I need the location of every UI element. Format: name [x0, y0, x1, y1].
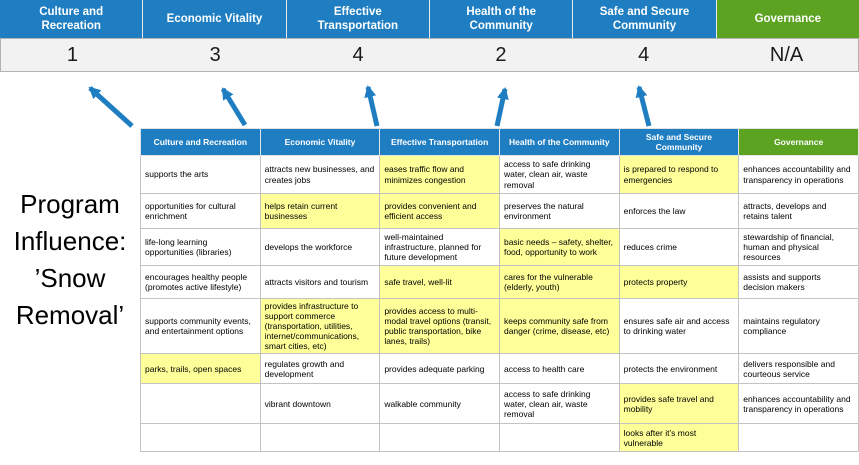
matrix-cell: provides infrastructure to support comme…: [259, 297, 381, 355]
matrix-cell: [738, 423, 859, 453]
arrow-health-community: [494, 87, 509, 127]
matrix-cell: protects the environment: [618, 353, 740, 385]
matrix-cell: provides safe travel and mobility: [618, 383, 740, 425]
matrix-header-economic-vitality: Economic Vitality: [259, 128, 381, 156]
matrix-cell: looks after it’s most vulnerable: [618, 423, 740, 453]
matrix-cell: life-long learning opportunities (librar…: [140, 228, 261, 266]
matrix-cell: supports community events, and entertain…: [140, 297, 261, 355]
matrix-cell: is prepared to respond to emergencies: [618, 155, 740, 194]
matrix-header-safe-secure-community: Safe and Secure Community: [618, 128, 740, 156]
matrix-cell: vibrant downtown: [259, 383, 381, 425]
matrix-cell: maintains regulatory compliance: [738, 297, 859, 355]
pillar-governance: Governance: [716, 0, 859, 38]
matrix-cell: delivers responsible and courteous servi…: [738, 353, 859, 385]
matrix-cell: parks, trails, open spaces: [140, 353, 261, 385]
pillar-culture-recreation: Culture and Recreation: [0, 0, 144, 38]
arrow-effective-transportation: [364, 85, 380, 127]
matrix-row: parks, trails, open spaces regulates gro…: [140, 353, 859, 385]
score-health-community: 2: [495, 43, 507, 66]
matrix-cell: safe travel, well-lit: [379, 265, 500, 299]
matrix-cell: walkable community: [379, 383, 500, 425]
matrix-cell: access to safe drinking water, clean air…: [498, 383, 620, 425]
matrix-cell: supports the arts: [140, 155, 261, 194]
pillar-economic-vitality: Economic Vitality: [143, 0, 287, 38]
influence-matrix: Culture and Recreation Economic Vitality…: [140, 128, 859, 453]
score-culture-recreation: 1: [66, 43, 78, 66]
matrix-cell: protects property: [618, 265, 740, 299]
matrix-cell: enhances accountability and transparency…: [738, 155, 859, 194]
matrix-cell: attracts new businesses, and creates job…: [259, 155, 381, 194]
matrix-cell: helps retain current businesses: [259, 193, 381, 229]
matrix-cell: attracts visitors and tourism: [259, 265, 381, 299]
matrix-cell: opportunities for cultural enrichment: [140, 193, 261, 229]
matrix-cell: [140, 383, 261, 425]
matrix-cell: regulates growth and development: [259, 353, 381, 385]
matrix-cell: enforces the law: [618, 193, 740, 229]
score-economic-vitality: 3: [209, 43, 221, 66]
matrix-cell: well-maintained infrastructure, planned …: [379, 228, 500, 266]
pillar-safe-secure-community: Safe and Secure Community: [573, 0, 717, 38]
matrix-cell: access to safe drinking water, clean air…: [498, 155, 620, 194]
matrix-cell: attracts, develops and retains talent: [738, 193, 859, 229]
matrix-cell: enhances accountability and transparency…: [738, 383, 859, 425]
matrix-cell: [259, 423, 381, 453]
matrix-cell: access to health care: [498, 353, 620, 385]
matrix-cell: develops the workforce: [259, 228, 381, 266]
matrix-cell: stewardship of financial, human and phys…: [738, 228, 859, 266]
program-title: Program Influence: ’Snow Removal’: [13, 189, 127, 330]
matrix-row: life-long learning opportunities (librar…: [140, 228, 859, 266]
matrix-row: looks after it’s most vulnerable: [140, 423, 859, 453]
matrix-cell: provides adequate parking: [379, 353, 500, 385]
matrix-cell: eases traffic flow and minimizes congest…: [379, 155, 500, 194]
pillar-health-community: Health of the Community: [429, 0, 574, 38]
matrix-cell: keeps community safe from danger (crime,…: [498, 297, 620, 355]
matrix-row: supports the arts attracts new businesse…: [140, 155, 859, 194]
matrix-row: supports community events, and entertain…: [140, 297, 859, 355]
matrix-cell: provides convenient and efficient access: [379, 193, 500, 229]
matrix-header-row: Culture and Recreation Economic Vitality…: [140, 128, 859, 156]
matrix-cell: [379, 423, 500, 453]
matrix-row: vibrant downtown walkable community acce…: [140, 383, 859, 425]
matrix-cell: reduces crime: [618, 228, 740, 266]
matrix-cell: cares for the vulnerable (elderly, youth…: [498, 265, 620, 299]
matrix-header-governance: Governance: [738, 128, 859, 156]
arrow-culture-recreation: [88, 86, 134, 128]
matrix-header-health-community: Health of the Community: [498, 128, 620, 156]
influence-arrows: [88, 85, 652, 128]
matrix-cell: encourages healthy people (promotes acti…: [140, 265, 261, 299]
pillar-banner: Culture and Recreation Economic Vitality…: [0, 0, 859, 38]
matrix-header-effective-transportation: Effective Transportation: [379, 128, 500, 156]
matrix-cell: assists and supports decision makers: [738, 265, 859, 299]
matrix-cell: preserves the natural environment: [498, 193, 620, 229]
arrow-safe-secure-community: [635, 85, 652, 127]
matrix-cell: provides access to multi-modal travel op…: [379, 297, 500, 355]
score-safe-secure-community: 4: [638, 43, 650, 66]
score-effective-transportation: 4: [352, 43, 364, 66]
pillar-effective-transportation: Effective Transportation: [286, 0, 430, 38]
matrix-cell: basic needs – safety, shelter, food, opp…: [498, 228, 620, 266]
matrix-header-culture-recreation: Culture and Recreation: [140, 128, 261, 156]
score-strip: 1 3 4 2 4 N/A: [0, 38, 859, 72]
matrix-cell: [498, 423, 620, 453]
matrix-row: encourages healthy people (promotes acti…: [140, 265, 859, 299]
matrix-row: opportunities for cultural enrichment he…: [140, 193, 859, 229]
matrix-cell: [140, 423, 261, 453]
score-governance: N/A: [769, 43, 804, 66]
matrix-cell: ensures safe air and access to drinking …: [618, 297, 740, 355]
arrow-economic-vitality: [220, 87, 248, 127]
